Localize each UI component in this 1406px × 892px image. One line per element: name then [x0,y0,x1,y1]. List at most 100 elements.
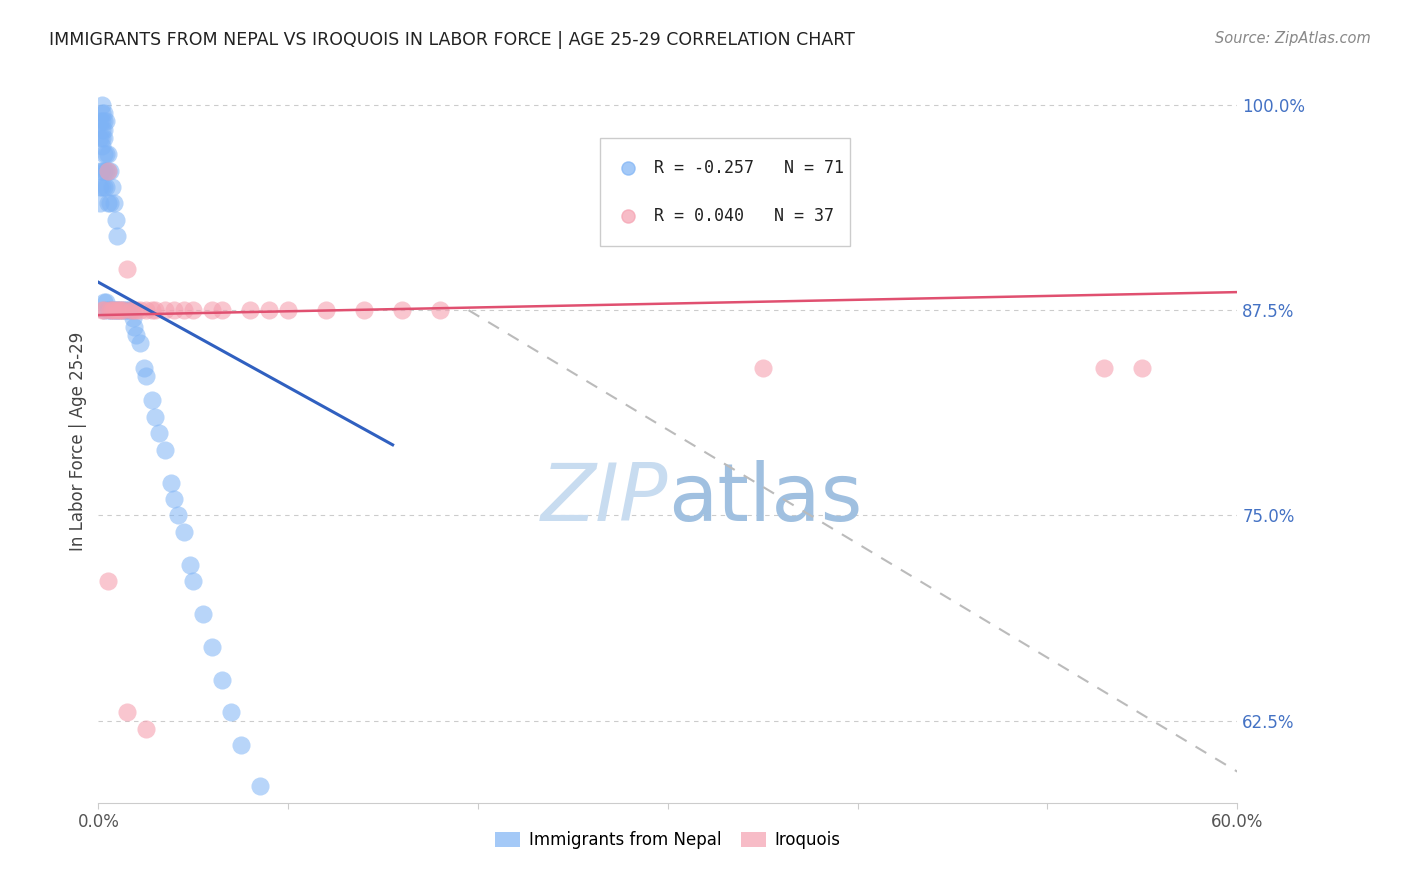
Point [91,114,114,128]
Y-axis label: In Labor Force | Age 25-29: In Labor Force | Age 25-29 [69,332,87,551]
Point [97,147,120,161]
Point [93,130,115,145]
Point [135,303,157,318]
Text: ZIP: ZIP [540,460,668,539]
Point [97,303,120,318]
Point [221,706,243,720]
Point [752,360,775,375]
Point [120,303,142,318]
Point [107,229,129,244]
Point [249,780,271,794]
Point [91,130,114,145]
Point [120,303,142,318]
Point [98,196,121,211]
Text: R = -0.257   N = 71: R = -0.257 N = 71 [654,160,844,178]
Point [115,706,138,720]
Point [94,163,117,178]
Point [118,303,141,318]
Point [94,295,117,310]
Legend: Immigrants from Nepal, Iroquois: Immigrants from Nepal, Iroquois [489,824,846,856]
Point [125,327,148,342]
Point [93,147,115,161]
Point [94,180,117,194]
Point [121,303,143,318]
Point [89,114,111,128]
Point [201,640,224,654]
Point [173,524,195,539]
Point [91,139,114,153]
Point [229,739,252,753]
Point [429,303,451,318]
Point [115,303,138,318]
Point [353,303,375,318]
Point [91,303,114,318]
Point [97,196,120,211]
Point [104,303,127,318]
Point [93,303,115,318]
Point [277,303,299,318]
Point [1094,360,1116,375]
Point [100,303,122,318]
Point [129,303,152,318]
Point [153,303,176,318]
Point [167,508,190,523]
Point [112,303,135,318]
Point [112,303,135,318]
Point [107,303,129,318]
Point [173,303,195,318]
FancyBboxPatch shape [599,138,851,246]
Point [98,303,121,318]
Point [129,336,152,351]
Point [89,196,111,211]
Point [121,311,143,326]
Point [91,180,114,194]
Point [132,360,155,375]
Point [110,303,132,318]
Text: atlas: atlas [668,460,862,539]
Point [110,303,132,318]
Point [103,303,125,318]
Point [153,442,176,457]
Point [148,426,170,441]
Point [135,368,157,383]
Point [103,303,125,318]
Point [94,147,117,161]
Point [159,475,181,490]
Point [91,122,114,136]
Point [259,303,281,318]
Point [93,180,115,194]
Point [93,114,115,128]
Point [89,130,111,145]
Point [100,303,122,318]
Point [115,262,138,277]
Point [183,303,205,318]
Point [91,163,114,178]
Point [141,393,163,408]
Point [93,303,115,318]
Point [145,303,167,318]
Point [1132,360,1154,375]
Point [163,491,186,506]
Point [239,303,262,318]
Point [107,303,129,318]
Point [125,303,148,318]
Point [145,409,167,424]
Point [179,558,201,572]
Point [135,722,157,736]
Point [93,122,115,136]
Point [970,407,993,421]
Point [94,114,117,128]
Point [315,303,337,318]
Point [93,106,115,120]
Point [114,303,136,318]
Point [104,212,127,227]
Point [100,180,122,194]
Point [141,303,163,318]
Point [970,298,993,312]
Point [89,163,111,178]
Point [183,574,205,588]
Point [98,303,121,318]
Point [91,106,114,120]
Point [98,163,121,178]
Point [211,303,233,318]
